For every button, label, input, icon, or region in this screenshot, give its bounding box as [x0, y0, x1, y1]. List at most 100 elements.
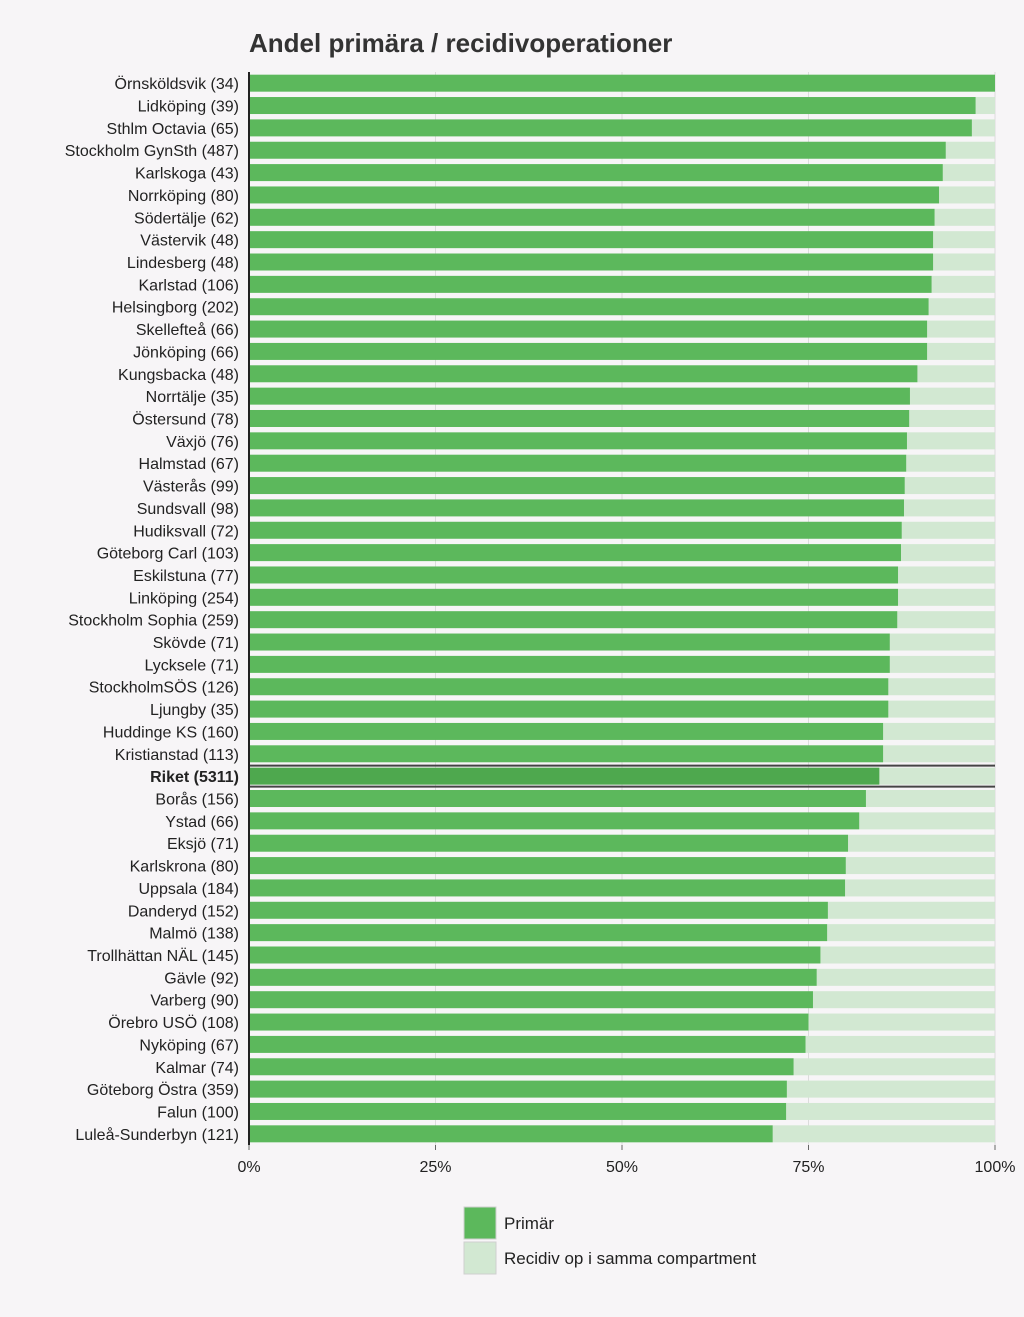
category-label: Östersund (78): [132, 410, 239, 428]
category-label: Eskilstuna (77): [133, 568, 239, 585]
bar-recidiv: [906, 432, 995, 450]
category-label: Luleå-Sunderbyn (121): [75, 1126, 239, 1144]
bar-primar: [249, 968, 817, 986]
bar-primar: [249, 767, 880, 785]
bar-recidiv: [903, 499, 995, 517]
bar-recidiv: [906, 454, 995, 472]
bar-recidiv: [939, 186, 995, 204]
category-label: Borås (156): [155, 791, 239, 809]
bar-recidiv: [808, 1013, 995, 1031]
bar-primar: [249, 208, 935, 226]
bar-primar: [249, 432, 907, 450]
legend-swatch: [463, 1206, 497, 1240]
bar-primar: [249, 1058, 794, 1076]
bar-recidiv: [827, 924, 995, 942]
category-label: Örnsköldsvik (34): [115, 75, 239, 93]
category-label: Uppsala (184): [139, 881, 240, 898]
bar-recidiv: [901, 521, 995, 539]
bar-recidiv: [865, 790, 995, 808]
bar-recidiv: [812, 991, 995, 1009]
bar-recidiv: [786, 1102, 995, 1120]
bar-recidiv: [898, 588, 995, 606]
bar-primar: [249, 1125, 773, 1143]
gridlines: [435, 72, 996, 1145]
category-label: Jönköping (66): [133, 344, 239, 361]
chart-title: Andel primära / recidivoperationer: [249, 28, 672, 58]
bar-primar: [249, 298, 929, 316]
bar-recidiv: [934, 208, 995, 226]
category-label: Gävle (92): [164, 970, 239, 987]
category-label: Ljungby (35): [150, 702, 239, 719]
category-label: Norrtälje (35): [146, 389, 239, 406]
bar-primar: [249, 901, 828, 919]
category-label: Helsingborg (202): [112, 300, 239, 317]
category-label: Karlskoga (43): [135, 166, 239, 183]
category-label: Sthlm Octavia (65): [107, 121, 239, 138]
bar-primar: [249, 991, 813, 1009]
category-label: Skövde (71): [153, 635, 239, 652]
bar-recidiv: [909, 409, 995, 427]
bar-primar: [249, 365, 918, 383]
bar-recidiv: [786, 1080, 995, 1098]
bar-primar: [249, 521, 902, 539]
bar-primar: [249, 611, 898, 629]
bar-primar: [249, 678, 889, 696]
category-label: Danderyd (152): [128, 903, 239, 920]
bar-primar: [249, 1035, 806, 1053]
category-label: StockholmSÖS (126): [89, 679, 239, 697]
category-label: Västerås (99): [143, 478, 239, 496]
bar-primar: [249, 74, 995, 92]
category-label: Göteborg Östra (359): [87, 1081, 239, 1099]
bar-recidiv: [889, 633, 995, 651]
bar-recidiv: [888, 700, 995, 718]
category-label: Karlstad (106): [139, 277, 240, 294]
category-label: Trollhättan NÄL (145): [87, 947, 239, 965]
bar-recidiv: [883, 722, 995, 740]
bar-primar: [249, 745, 884, 763]
x-tick-label: 75%: [792, 1159, 824, 1176]
legend-label: Recidiv op i samma compartment: [504, 1249, 757, 1268]
bars: [249, 74, 995, 1143]
bar-recidiv: [945, 141, 995, 159]
bar-recidiv: [888, 678, 995, 696]
bar-primar: [249, 1102, 787, 1120]
x-tick-label: 25%: [419, 1159, 451, 1176]
bar-recidiv: [820, 946, 995, 964]
category-label: Stockholm Sophia (259): [68, 613, 239, 630]
bar-recidiv: [928, 298, 995, 316]
bar-primar: [249, 924, 828, 942]
bar-recidiv: [933, 231, 995, 249]
category-label: Lidköping (39): [138, 99, 239, 116]
category-label: Kristianstad (113): [115, 747, 239, 764]
category-label: Eksjö (71): [167, 836, 239, 853]
bar-primar: [249, 812, 860, 830]
x-axis-ticks: 0% 25% 50% 75% 100%: [237, 1145, 1015, 1176]
bar-primar: [249, 231, 934, 249]
bar-primar: [249, 1013, 809, 1031]
bar-primar: [249, 857, 846, 875]
bar-recidiv: [927, 342, 995, 360]
bar-recidiv: [816, 968, 995, 986]
bar-primar: [249, 253, 934, 271]
category-label: Halmstad (67): [139, 456, 239, 473]
category-label: Kungsbacka (48): [118, 367, 239, 384]
bar-primar: [249, 566, 899, 584]
bar-recidiv: [898, 566, 995, 584]
category-label: Västervik (48): [140, 233, 239, 250]
bar-recidiv: [883, 745, 995, 763]
bar-recidiv: [845, 879, 995, 897]
bar-recidiv: [805, 1035, 995, 1053]
category-label: Varberg (90): [150, 993, 239, 1010]
bar-primar: [249, 633, 890, 651]
legend: Primär Recidiv op i samma compartment: [463, 1206, 757, 1275]
bar-recidiv: [904, 477, 995, 495]
category-label: Sundsvall (98): [137, 501, 239, 518]
bar-recidiv: [859, 812, 995, 830]
bar-recidiv: [931, 275, 995, 293]
bar-primar: [249, 141, 946, 159]
bar-primar: [249, 655, 890, 673]
category-label: Falun (100): [157, 1104, 239, 1121]
category-label: Göteborg Carl (103): [97, 546, 239, 563]
bar-primar: [249, 342, 928, 360]
